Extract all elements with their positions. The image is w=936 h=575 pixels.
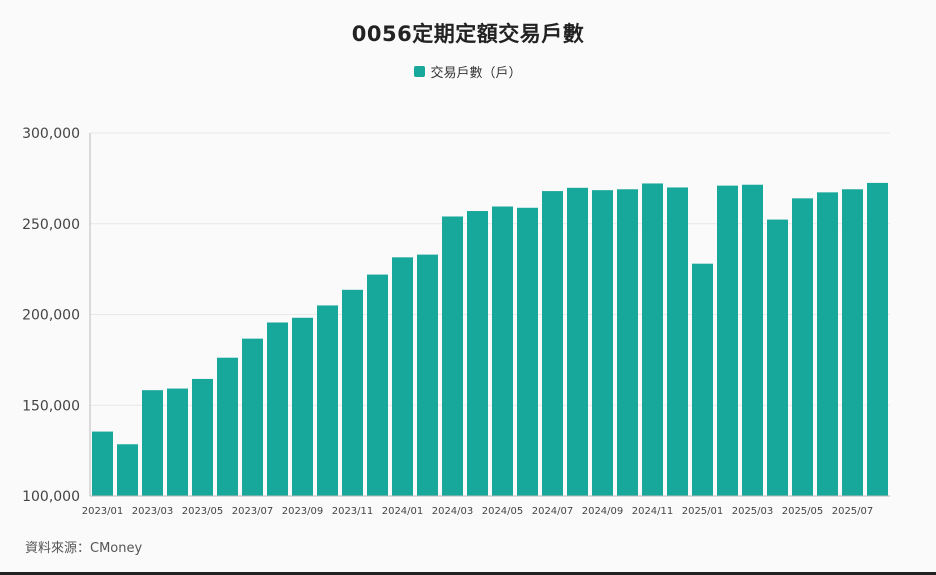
bar bbox=[92, 431, 113, 496]
bar bbox=[792, 198, 813, 496]
bar bbox=[567, 187, 588, 497]
bar bbox=[142, 390, 163, 496]
bottom-border bbox=[0, 572, 936, 575]
bar bbox=[267, 322, 288, 496]
bar bbox=[767, 219, 788, 496]
bar bbox=[492, 206, 513, 496]
y-tick-label: 200,000 bbox=[22, 308, 80, 324]
bar bbox=[667, 187, 688, 496]
legend-swatch bbox=[414, 66, 426, 77]
y-tick-label: 300,000 bbox=[22, 126, 80, 142]
bar bbox=[292, 317, 313, 496]
x-tick-label: 2025/03 bbox=[732, 506, 774, 517]
x-tick-label: 2023/05 bbox=[182, 506, 224, 517]
bar bbox=[317, 305, 338, 496]
bar bbox=[367, 274, 388, 496]
bar bbox=[692, 263, 713, 496]
bar bbox=[467, 211, 488, 497]
bar bbox=[442, 216, 463, 497]
x-tick-label: 2023/09 bbox=[282, 506, 324, 517]
bar bbox=[542, 191, 563, 496]
bar bbox=[342, 289, 363, 496]
y-tick-label: 150,000 bbox=[22, 398, 80, 414]
bar bbox=[392, 257, 413, 496]
x-tick-label: 2024/09 bbox=[582, 506, 624, 517]
bar bbox=[617, 189, 638, 496]
chart-title: 0056定期定額交易戶數 bbox=[351, 22, 585, 46]
bar bbox=[417, 254, 438, 496]
x-tick-label: 2024/07 bbox=[532, 506, 574, 517]
bar-series bbox=[92, 182, 888, 497]
bar bbox=[742, 184, 763, 497]
x-tick-label: 2023/03 bbox=[132, 506, 174, 517]
y-tick-label: 250,000 bbox=[22, 217, 80, 233]
bar bbox=[192, 378, 213, 496]
x-tick-label: 2024/05 bbox=[482, 506, 524, 517]
bar bbox=[517, 207, 538, 496]
bar bbox=[717, 185, 738, 496]
legend: 交易戶數（戶） bbox=[0, 62, 936, 81]
bar bbox=[242, 338, 263, 496]
bar bbox=[817, 192, 838, 496]
bar bbox=[642, 183, 663, 496]
bar bbox=[117, 444, 138, 496]
bar bbox=[167, 388, 188, 496]
x-tick-label: 2025/07 bbox=[832, 506, 874, 517]
x-tick-label: 2023/07 bbox=[232, 506, 274, 517]
y-axis: 100,000 150,000 200,000 250,000 300,000 bbox=[22, 126, 91, 505]
bar bbox=[592, 190, 613, 497]
x-tick-label: 2025/01 bbox=[682, 506, 724, 517]
x-tick-label: 2023/01 bbox=[82, 506, 124, 517]
x-axis: 2023/01 2023/03 2023/05 2023/07 2023/09 2023/… bbox=[82, 495, 890, 517]
x-tick-label: 2023/11 bbox=[332, 506, 374, 517]
bar bbox=[867, 182, 888, 496]
x-tick-label: 2024/01 bbox=[382, 506, 424, 517]
bar bbox=[217, 357, 238, 496]
x-tick-label: 2024/03 bbox=[432, 506, 474, 517]
bar bbox=[842, 189, 863, 496]
y-tick-label: 100,000 bbox=[22, 489, 80, 505]
source-note: 資料來源：CMoney bbox=[25, 541, 143, 556]
legend-label: 交易戶數（戶） bbox=[430, 66, 522, 81]
x-tick-label: 2024/11 bbox=[632, 506, 674, 517]
x-tick-label: 2025/05 bbox=[782, 506, 824, 517]
